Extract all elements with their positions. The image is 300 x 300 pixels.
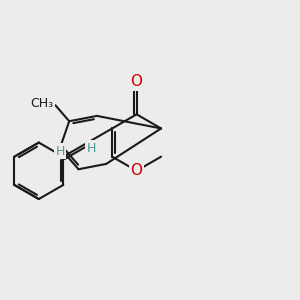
Text: H: H	[55, 145, 65, 158]
Text: O: O	[130, 74, 142, 89]
Text: H: H	[86, 142, 96, 155]
Text: CH₃: CH₃	[31, 97, 54, 110]
Text: O: O	[130, 163, 142, 178]
